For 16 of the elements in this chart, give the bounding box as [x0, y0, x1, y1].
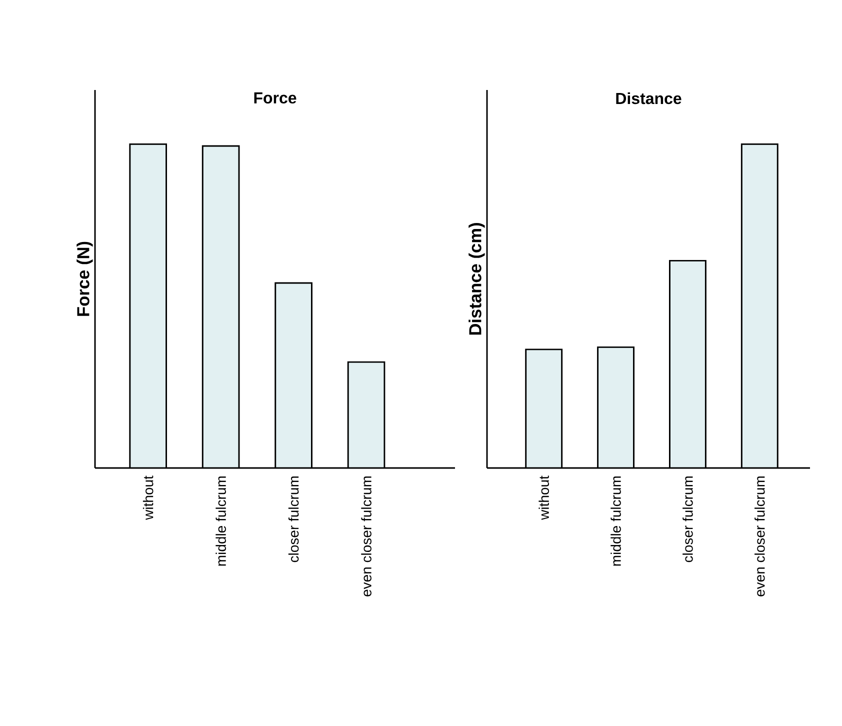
x-tick-label: even closer fulcrum: [361, 476, 372, 596]
bar: [202, 146, 240, 468]
x-tick-label: without: [142, 476, 154, 520]
bar: [130, 144, 166, 468]
chart-title: Distance: [616, 92, 682, 104]
bar: [275, 283, 312, 468]
x-tick-label: closer fulcrum: [682, 476, 693, 562]
x-tick-label: even closer fulcrum: [754, 476, 765, 596]
y-axis-title: Distance (cm): [468, 223, 485, 335]
x-tick-label: middle fulcrum: [610, 476, 621, 566]
x-tick-label: middle fulcrum: [216, 476, 226, 566]
bar: [347, 361, 386, 468]
chart-title: Force: [254, 92, 296, 104]
y-axis-title: Force (N): [76, 242, 93, 316]
x-tick-label: without: [538, 476, 549, 520]
x-tick-label: closer fulcrum: [288, 476, 299, 562]
